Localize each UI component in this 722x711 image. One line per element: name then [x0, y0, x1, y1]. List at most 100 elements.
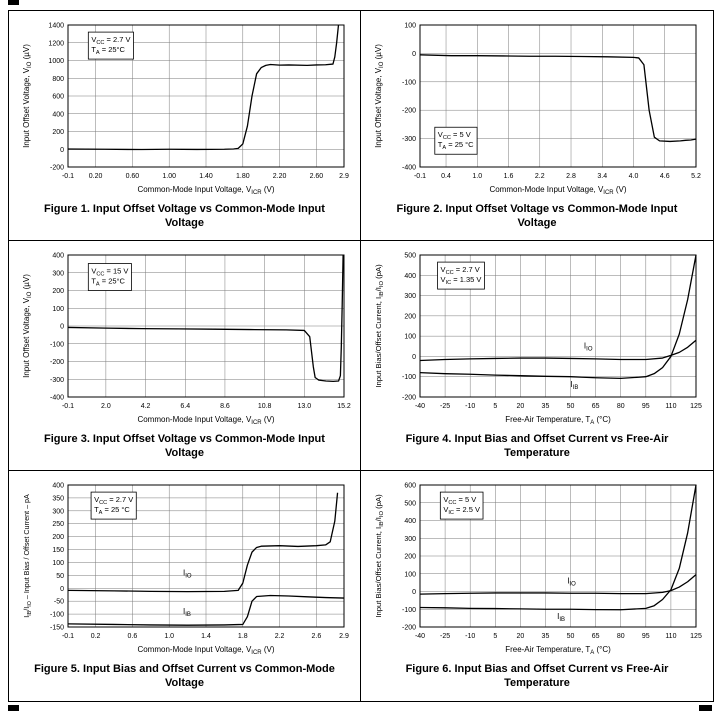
svg-text:20: 20	[516, 633, 524, 640]
svg-text:0: 0	[412, 354, 416, 361]
figure-5-caption: Figure 5. Input Bias and Offset Current …	[34, 663, 335, 690]
svg-text:250: 250	[52, 521, 64, 528]
svg-text:-0.1: -0.1	[414, 173, 426, 180]
svg-text:4.6: 4.6	[660, 173, 670, 180]
svg-text:-100: -100	[49, 612, 63, 619]
svg-text:400: 400	[52, 253, 64, 260]
page-crop-mark-top-left	[8, 0, 19, 5]
svg-text:600: 600	[404, 483, 416, 490]
svg-text:-300: -300	[49, 377, 63, 384]
svg-text:-100: -100	[402, 79, 416, 86]
svg-text:0: 0	[60, 147, 64, 154]
svg-text:4.2: 4.2	[140, 403, 150, 410]
svg-text:-40: -40	[415, 633, 425, 640]
svg-text:125: 125	[690, 633, 702, 640]
svg-text:80: 80	[617, 403, 625, 410]
svg-text:65: 65	[592, 403, 600, 410]
svg-text:IIB/IIO – Input Bias / Offset: IIB/IIO – Input Bias / Offset Current – …	[23, 494, 33, 618]
svg-text:2.20: 2.20	[272, 173, 286, 180]
svg-text:0: 0	[412, 51, 416, 58]
svg-text:-0.1: -0.1	[61, 633, 73, 640]
svg-text:300: 300	[52, 270, 64, 277]
svg-text:300: 300	[404, 536, 416, 543]
svg-text:5: 5	[493, 633, 497, 640]
svg-text:1000: 1000	[48, 58, 64, 65]
svg-text:95: 95	[642, 403, 650, 410]
svg-text:1.8: 1.8	[237, 633, 247, 640]
page-crop-mark-bottom-left	[8, 705, 19, 711]
svg-text:100: 100	[404, 23, 416, 30]
figure-6-panel: -40 -25 -10 5 20 35 50 65 80 95 110 125 600 500 400 300…	[361, 471, 713, 701]
svg-text:-50: -50	[53, 599, 63, 606]
svg-text:Input Offset Voltage, VIO (µV): Input Offset Voltage, VIO (µV)	[22, 274, 33, 378]
svg-text:2.8: 2.8	[566, 173, 576, 180]
svg-text:-0.1: -0.1	[61, 173, 73, 180]
svg-text:35: 35	[542, 403, 550, 410]
svg-text:2.6: 2.6	[311, 633, 321, 640]
svg-text:Input Offset Voltage, VIO (µV): Input Offset Voltage, VIO (µV)	[22, 44, 33, 148]
svg-text:VCC = 5 V: VCC = 5 V	[443, 495, 476, 506]
svg-text:125: 125	[690, 403, 702, 410]
svg-text:TA = 25°C: TA = 25°C	[91, 45, 125, 56]
svg-text:35: 35	[542, 633, 550, 640]
svg-text:1.80: 1.80	[235, 173, 249, 180]
svg-text:IIO: IIO	[584, 341, 593, 352]
svg-text:100: 100	[404, 571, 416, 578]
svg-text:350: 350	[52, 495, 64, 502]
svg-text:2.2: 2.2	[535, 173, 545, 180]
svg-text:200: 200	[52, 534, 64, 541]
svg-text:1.0: 1.0	[472, 173, 482, 180]
svg-text:1400: 1400	[48, 23, 64, 30]
svg-text:0.2: 0.2	[90, 633, 100, 640]
svg-text:110: 110	[665, 403, 676, 410]
svg-text:13.0: 13.0	[297, 403, 311, 410]
svg-text:1.0: 1.0	[164, 633, 174, 640]
svg-text:0: 0	[60, 586, 64, 593]
figures-grid: -0.1 0.2 0 0.6 0 1.0 0 1.40 1.80 2.20 2.6 0 2.9 1400 1…	[8, 10, 714, 702]
svg-text:1.40: 1.40	[199, 173, 213, 180]
svg-text:-300: -300	[402, 136, 416, 143]
svg-text:110: 110	[665, 633, 676, 640]
svg-text:4.0: 4.0	[629, 173, 639, 180]
svg-text:-100: -100	[49, 341, 63, 348]
svg-text:Common-Mode Input Voltage, VIC: Common-Mode Input Voltage, VICR (V)	[137, 415, 274, 426]
svg-text:10.8: 10.8	[257, 403, 271, 410]
svg-text:2.0: 2.0	[101, 403, 111, 410]
svg-text:500: 500	[404, 253, 416, 260]
figure-4-panel: -40 -25 -10 5 20 35 50 65 80 95 110 125 500 400 300 200…	[361, 241, 713, 471]
svg-text:80: 80	[617, 633, 625, 640]
svg-text:-100: -100	[402, 607, 416, 614]
svg-text:Common-Mode Input Voltage, VIC: Common-Mode Input Voltage, VICR (V)	[489, 185, 626, 196]
svg-text:Input Bias/Offset Current, IIB: Input Bias/Offset Current, IIB/IIO (pA)	[374, 264, 385, 388]
page-crop-mark-bottom-right	[699, 705, 712, 711]
svg-text:IIB: IIB	[557, 612, 565, 623]
svg-text:150: 150	[52, 547, 64, 554]
svg-text:50: 50	[567, 403, 575, 410]
svg-text:IIB: IIB	[183, 607, 191, 618]
svg-text:2.2: 2.2	[274, 633, 284, 640]
svg-text:-400: -400	[402, 165, 416, 172]
svg-text:-10: -10	[465, 633, 475, 640]
figure-4-caption: Figure 4. Input Bias and Offset Current …	[405, 433, 669, 460]
svg-text:300: 300	[404, 293, 416, 300]
svg-text:400: 400	[52, 483, 64, 490]
svg-text:-10: -10	[465, 403, 475, 410]
svg-text:-150: -150	[49, 625, 63, 632]
svg-text:6.4: 6.4	[180, 403, 190, 410]
svg-text:IIB: IIB	[571, 380, 579, 391]
svg-text:0.4: 0.4	[441, 173, 451, 180]
figure-2-panel: -0.1 0.4 1.0 1.6 2.2 2.8 3.4 4.0 4.6 5.2 100 0 -100 -…	[361, 11, 713, 241]
svg-text:TA = 25 °C: TA = 25 °C	[438, 140, 474, 151]
svg-text:200: 200	[404, 313, 416, 320]
figure-6-caption: Figure 6. Input Bias and Offset Current …	[405, 663, 669, 690]
svg-text:0.6: 0.6	[127, 633, 137, 640]
svg-text:50: 50	[56, 573, 64, 580]
svg-text:1.6: 1.6	[504, 173, 514, 180]
svg-text:3.4: 3.4	[597, 173, 607, 180]
figure-6-chart: -40 -25 -10 5 20 35 50 65 80 95 110 125 600 500 400 300…	[374, 483, 702, 657]
svg-text:VIC = 2.5 V: VIC = 2.5 V	[443, 505, 480, 516]
svg-text:-200: -200	[402, 395, 416, 402]
svg-text:2.9: 2.9	[339, 633, 349, 640]
svg-text:-400: -400	[49, 395, 63, 402]
svg-text:100: 100	[404, 334, 416, 341]
